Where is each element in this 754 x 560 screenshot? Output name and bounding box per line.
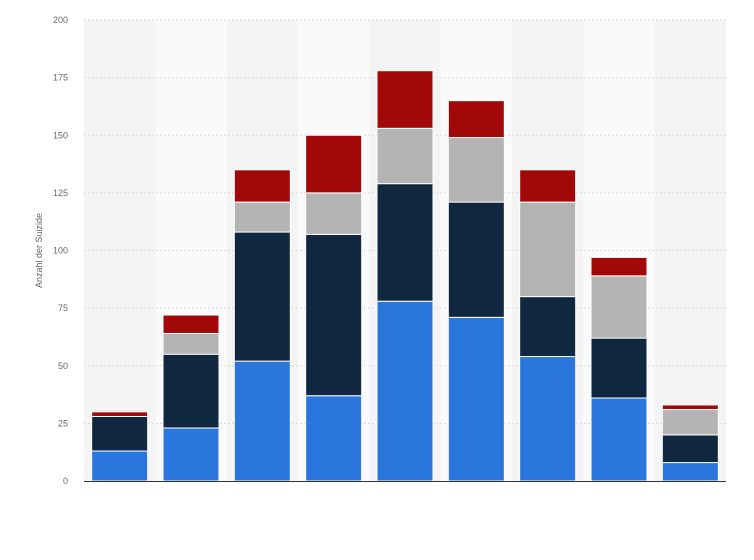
bar-segment[interactable] <box>519 169 577 203</box>
bar-segment[interactable] <box>661 434 719 464</box>
bars <box>91 70 719 482</box>
bar-stack <box>661 404 719 482</box>
bar-segment[interactable] <box>519 201 577 298</box>
bar-segment[interactable] <box>590 256 648 277</box>
y-tick-label: 100 <box>53 246 68 256</box>
bar-stack <box>590 256 648 482</box>
bar-segment[interactable] <box>447 316 505 482</box>
y-tick-label: 0 <box>63 476 68 486</box>
y-tick-label: 25 <box>58 418 68 428</box>
bar-stack <box>305 134 363 482</box>
bar-segment[interactable] <box>233 231 291 362</box>
y-axis-title: Anzahl der Suizide <box>34 213 44 288</box>
bar-segment[interactable] <box>376 183 434 302</box>
bar-segment[interactable] <box>305 192 363 235</box>
y-tick-label: 75 <box>58 303 68 313</box>
bar-segment[interactable] <box>376 300 434 482</box>
bar-stack <box>91 411 149 482</box>
bar-segment[interactable] <box>305 134 363 194</box>
bar-stack <box>162 314 220 482</box>
bar-segment[interactable] <box>162 332 220 355</box>
bar-segment[interactable] <box>661 409 719 436</box>
y-tick-label: 175 <box>53 73 68 83</box>
bar-segment[interactable] <box>91 450 149 482</box>
bar-segment[interactable] <box>91 411 149 417</box>
bar-segment[interactable] <box>233 201 291 233</box>
bar-segment[interactable] <box>162 353 220 429</box>
bar-stack <box>233 169 291 482</box>
column-band <box>654 20 726 481</box>
bar-segment[interactable] <box>447 201 505 318</box>
y-tick-label: 125 <box>53 188 68 198</box>
bar-stack <box>519 169 577 482</box>
y-tick-label: 50 <box>58 361 68 371</box>
bar-segment[interactable] <box>519 356 577 482</box>
bar-stack <box>447 100 505 482</box>
y-tick-label: 200 <box>53 15 68 25</box>
bar-segment[interactable] <box>661 404 719 411</box>
y-tick-label: 150 <box>53 130 68 140</box>
bar-segment[interactable] <box>590 337 648 399</box>
bar-segment[interactable] <box>376 70 434 129</box>
bar-segment[interactable] <box>91 415 149 452</box>
bar-segment[interactable] <box>233 360 291 482</box>
bar-segment[interactable] <box>162 314 220 334</box>
bar-segment[interactable] <box>590 275 648 339</box>
bar-segment[interactable] <box>447 100 505 139</box>
bar-segment[interactable] <box>305 395 363 482</box>
bar-segment[interactable] <box>162 427 220 482</box>
column-band <box>84 20 156 481</box>
bar-segment[interactable] <box>661 462 719 482</box>
bar-segment[interactable] <box>519 296 577 358</box>
bar-segment[interactable] <box>233 169 291 203</box>
bar-segment[interactable] <box>376 127 434 185</box>
y-axis-ticks: 0 25 50 75 100 125 150 175 200 <box>53 15 68 486</box>
bar-segment[interactable] <box>590 397 648 482</box>
bar-segment[interactable] <box>305 233 363 397</box>
bar-segment[interactable] <box>447 137 505 203</box>
bar-stack <box>376 70 434 482</box>
